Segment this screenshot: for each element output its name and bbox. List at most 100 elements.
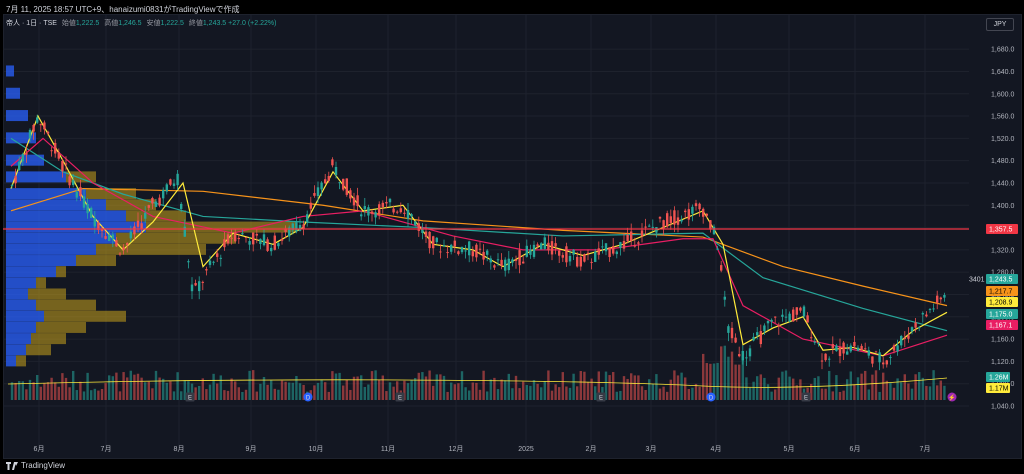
event-marker[interactable]: D bbox=[706, 392, 716, 402]
volume-profile-bar bbox=[44, 310, 126, 322]
volume-bar bbox=[914, 374, 917, 400]
candle-body bbox=[874, 351, 878, 353]
volume-bar bbox=[550, 390, 554, 400]
candle-body bbox=[244, 236, 248, 238]
candle-body bbox=[752, 336, 755, 341]
candle-body bbox=[633, 245, 636, 247]
candle-body bbox=[684, 210, 687, 213]
candle-body bbox=[630, 231, 633, 241]
candle-body bbox=[288, 227, 291, 237]
tradingview-logo-icon[interactable] bbox=[6, 461, 18, 470]
candle-body bbox=[39, 124, 42, 126]
event-marker[interactable]: E bbox=[596, 392, 606, 402]
candle-body bbox=[856, 347, 860, 351]
candle-body bbox=[705, 213, 708, 216]
volume-profile-bar bbox=[96, 243, 206, 255]
candle-body bbox=[579, 256, 582, 267]
candle-body bbox=[338, 182, 341, 184]
volume-bar bbox=[212, 373, 215, 400]
volume-tag-2 bbox=[986, 383, 1010, 393]
volume-bar bbox=[525, 385, 528, 400]
candle-body bbox=[540, 243, 543, 250]
candle-body bbox=[406, 210, 410, 219]
candle-body bbox=[72, 180, 75, 186]
volume-bar bbox=[28, 379, 32, 400]
volume-bar bbox=[417, 372, 420, 400]
volume-bar bbox=[511, 388, 514, 400]
event-marker[interactable]: E bbox=[801, 392, 811, 402]
footer: TradingView bbox=[6, 461, 65, 470]
candle-body bbox=[414, 221, 417, 226]
volume-bar bbox=[741, 355, 744, 400]
candle-body bbox=[28, 129, 32, 139]
candle-body bbox=[352, 197, 356, 206]
volume-bar bbox=[446, 391, 449, 400]
candle-body bbox=[313, 193, 316, 196]
volume-bar bbox=[396, 381, 399, 400]
volume-bar bbox=[795, 385, 798, 400]
volume-bar bbox=[295, 375, 298, 400]
candle-body bbox=[208, 260, 212, 265]
volume-bar bbox=[774, 389, 777, 400]
candle-body bbox=[619, 242, 622, 249]
volume-bar bbox=[770, 391, 773, 400]
volume-bar bbox=[133, 374, 136, 400]
candle-body bbox=[75, 191, 78, 198]
candle-body bbox=[766, 320, 770, 324]
volume-bar bbox=[644, 389, 647, 400]
volume-bar bbox=[388, 382, 392, 400]
candle-body bbox=[216, 253, 219, 257]
volume-bar bbox=[198, 385, 201, 400]
volume-tag-1 bbox=[986, 372, 1010, 382]
volume-bar bbox=[64, 377, 68, 400]
volume-bar bbox=[435, 374, 438, 400]
volume-bar bbox=[943, 385, 946, 400]
candle-body bbox=[417, 223, 420, 231]
event-marker[interactable]: ⚡ bbox=[947, 392, 957, 402]
candle-body bbox=[820, 360, 824, 362]
candle-body bbox=[810, 337, 813, 339]
candle-body bbox=[360, 214, 363, 217]
volume-bar bbox=[543, 381, 546, 400]
volume-bar bbox=[154, 370, 158, 400]
volume-bar bbox=[514, 375, 518, 400]
volume-bar bbox=[10, 382, 14, 400]
price-axis-label: 1,680.0 bbox=[991, 47, 1014, 54]
volume-bar bbox=[889, 382, 892, 400]
candle-body bbox=[500, 259, 503, 266]
candle-body bbox=[25, 152, 28, 155]
event-marker[interactable]: E bbox=[185, 392, 195, 402]
event-marker[interactable]: E bbox=[395, 392, 405, 402]
volume-bar bbox=[910, 388, 914, 400]
candle-body bbox=[457, 251, 460, 255]
candle-body bbox=[781, 314, 784, 317]
volume-bar bbox=[928, 386, 932, 400]
ticker-tag bbox=[966, 274, 986, 284]
brand-label[interactable]: TradingView bbox=[21, 461, 66, 470]
symbol-label[interactable]: 帝人 · 1日 · TSE bbox=[6, 20, 57, 27]
candle-body bbox=[266, 239, 269, 251]
volume-bar bbox=[158, 377, 161, 400]
candle-body bbox=[860, 345, 863, 351]
candle-body bbox=[788, 313, 791, 322]
volume-bar bbox=[262, 377, 266, 400]
candle-body bbox=[885, 360, 888, 365]
volume-bar bbox=[838, 391, 842, 400]
candle-body bbox=[536, 244, 539, 247]
candle-body bbox=[255, 233, 258, 236]
volume-profile-bar bbox=[36, 299, 96, 311]
volume-bar bbox=[367, 384, 370, 400]
candle-body bbox=[738, 354, 741, 357]
price-chart-svg[interactable]: E D E E D E ⚡ 1,680.0 1,640.0 1,600.0 1,560.0 1,520… bbox=[3, 14, 1022, 459]
volume-bar bbox=[226, 390, 230, 400]
time-axis-label: 10月 bbox=[309, 445, 324, 453]
volume-bar bbox=[471, 382, 474, 400]
volume-bar bbox=[255, 391, 258, 400]
volume-profile-bar bbox=[6, 221, 146, 233]
event-marker[interactable]: D bbox=[303, 392, 313, 402]
candle-body bbox=[763, 325, 766, 332]
volume-profile-bar bbox=[6, 310, 44, 322]
candle-body bbox=[432, 236, 435, 249]
currency-button[interactable]: JPY bbox=[986, 18, 1014, 31]
volume-bar bbox=[424, 376, 428, 400]
